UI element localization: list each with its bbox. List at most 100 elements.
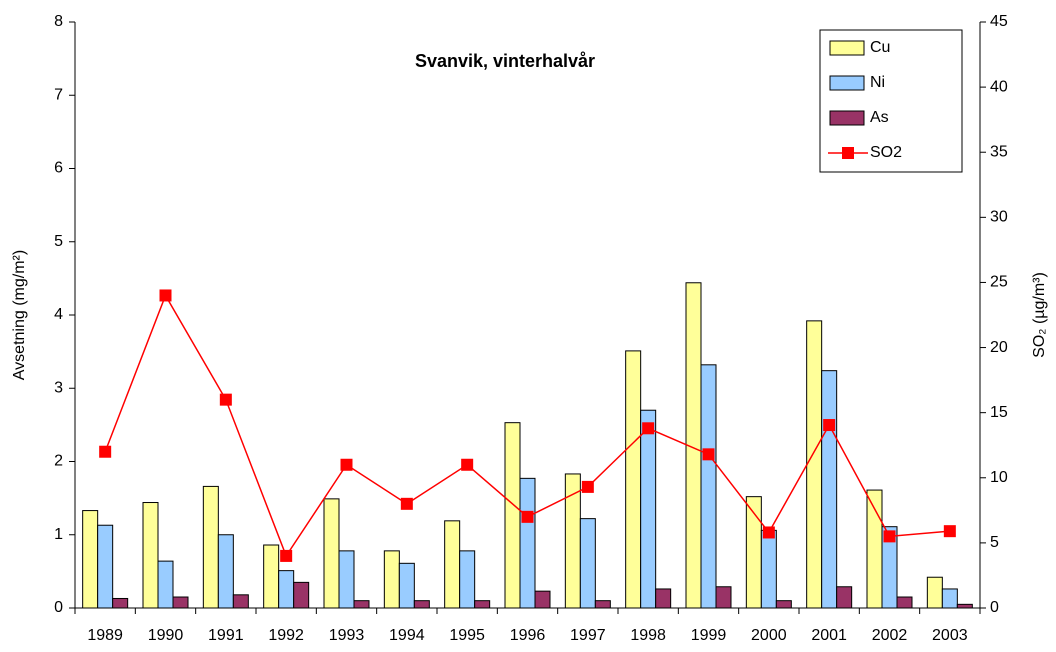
- bar: [896, 596, 913, 609]
- line-marker: [280, 549, 293, 562]
- x-tick-label: 1999: [691, 627, 727, 644]
- legend-label: Cu: [870, 39, 890, 56]
- bar: [594, 600, 611, 609]
- bar: [926, 576, 943, 609]
- bar: [459, 550, 476, 609]
- y-tick-label: 3: [54, 379, 63, 396]
- y2-tick-label: 20: [990, 339, 1008, 356]
- legend-swatch: [829, 75, 865, 91]
- x-tick-label: 1996: [510, 627, 546, 644]
- chart-title: Svanvik, vinterhalvår: [415, 51, 595, 71]
- y-tick-label: 6: [54, 160, 63, 177]
- bar: [172, 596, 189, 609]
- x-tick-label: 1994: [389, 627, 425, 644]
- x-tick-label: 2000: [751, 627, 787, 644]
- bar: [519, 477, 536, 609]
- bar: [956, 603, 973, 609]
- y-tick-label: 1: [54, 526, 63, 543]
- bar: [293, 581, 310, 609]
- bar: [655, 588, 672, 609]
- y2-tick-label: 25: [990, 274, 1008, 291]
- bar: [217, 534, 234, 609]
- bar: [398, 562, 415, 609]
- x-tick-label: 2001: [811, 627, 847, 644]
- line-marker: [461, 458, 474, 471]
- x-tick-label: 1989: [87, 627, 123, 644]
- bar: [760, 529, 777, 609]
- y-tick-label: 4: [54, 306, 63, 323]
- bar: [157, 560, 174, 609]
- line-marker: [581, 480, 594, 493]
- bar: [278, 570, 295, 609]
- bar: [97, 524, 114, 609]
- x-tick-label: 1998: [630, 627, 666, 644]
- legend-marker: [842, 147, 854, 159]
- y-tick-label: 2: [54, 453, 63, 470]
- bar: [353, 600, 370, 609]
- legend-label: Ni: [870, 74, 885, 91]
- bar: [232, 594, 249, 609]
- legend-swatch: [829, 110, 865, 126]
- line-marker: [823, 419, 836, 432]
- y2-tick-label: 40: [990, 78, 1008, 95]
- line-marker: [702, 448, 715, 461]
- bar: [534, 590, 551, 609]
- bar: [82, 510, 99, 609]
- y-tick-label: 0: [54, 599, 63, 616]
- x-tick-label: 2003: [932, 627, 968, 644]
- bar: [700, 364, 717, 609]
- y2-tick-label: 30: [990, 209, 1008, 226]
- y2-tick-label: 45: [990, 13, 1008, 30]
- line-marker: [642, 422, 655, 435]
- bar: [142, 502, 159, 609]
- y2-tick-label: 0: [990, 599, 999, 616]
- y-tick-label: 7: [54, 86, 63, 103]
- bar: [579, 518, 596, 609]
- bar: [715, 586, 732, 609]
- bar: [806, 320, 823, 609]
- x-tick-label: 2002: [872, 627, 908, 644]
- bar: [474, 600, 491, 609]
- bar: [112, 597, 129, 609]
- y-axis-label: Avsetning (mg/m²): [11, 250, 28, 380]
- bar: [263, 544, 280, 609]
- bar: [775, 600, 792, 609]
- y2-tick-label: 10: [990, 469, 1008, 486]
- x-tick-label: 1995: [449, 627, 485, 644]
- bar: [413, 600, 430, 609]
- bar: [625, 350, 642, 609]
- y2-tick-label: 35: [990, 143, 1008, 160]
- bar: [821, 370, 838, 609]
- x-tick-label: 1993: [329, 627, 365, 644]
- line-marker: [943, 525, 956, 538]
- line-marker: [99, 445, 112, 458]
- bar: [338, 550, 355, 609]
- legend-label: SO2: [870, 144, 902, 161]
- x-tick-label: 1991: [208, 627, 244, 644]
- bar: [383, 550, 400, 609]
- line-marker: [883, 530, 896, 543]
- bar: [444, 520, 461, 609]
- y-tick-label: 8: [54, 13, 63, 30]
- bar: [941, 588, 958, 609]
- y2-tick-label: 5: [990, 534, 999, 551]
- bar: [202, 485, 219, 609]
- line-marker: [340, 458, 353, 471]
- x-tick-label: 1992: [268, 627, 304, 644]
- line-marker: [159, 289, 172, 302]
- y2-tick-label: 15: [990, 404, 1008, 421]
- line-marker: [219, 393, 232, 406]
- bar: [640, 409, 657, 609]
- legend-swatch: [829, 40, 865, 56]
- line-marker: [400, 497, 413, 510]
- bar: [323, 498, 340, 609]
- bar: [881, 526, 898, 609]
- bar: [504, 422, 521, 609]
- bar: [836, 586, 853, 609]
- x-tick-label: 1990: [148, 627, 184, 644]
- y2-axis-label: SO₂ (µg/m³): [1031, 272, 1048, 358]
- x-tick-label: 1997: [570, 627, 606, 644]
- line-marker: [762, 526, 775, 539]
- line-marker: [521, 510, 534, 523]
